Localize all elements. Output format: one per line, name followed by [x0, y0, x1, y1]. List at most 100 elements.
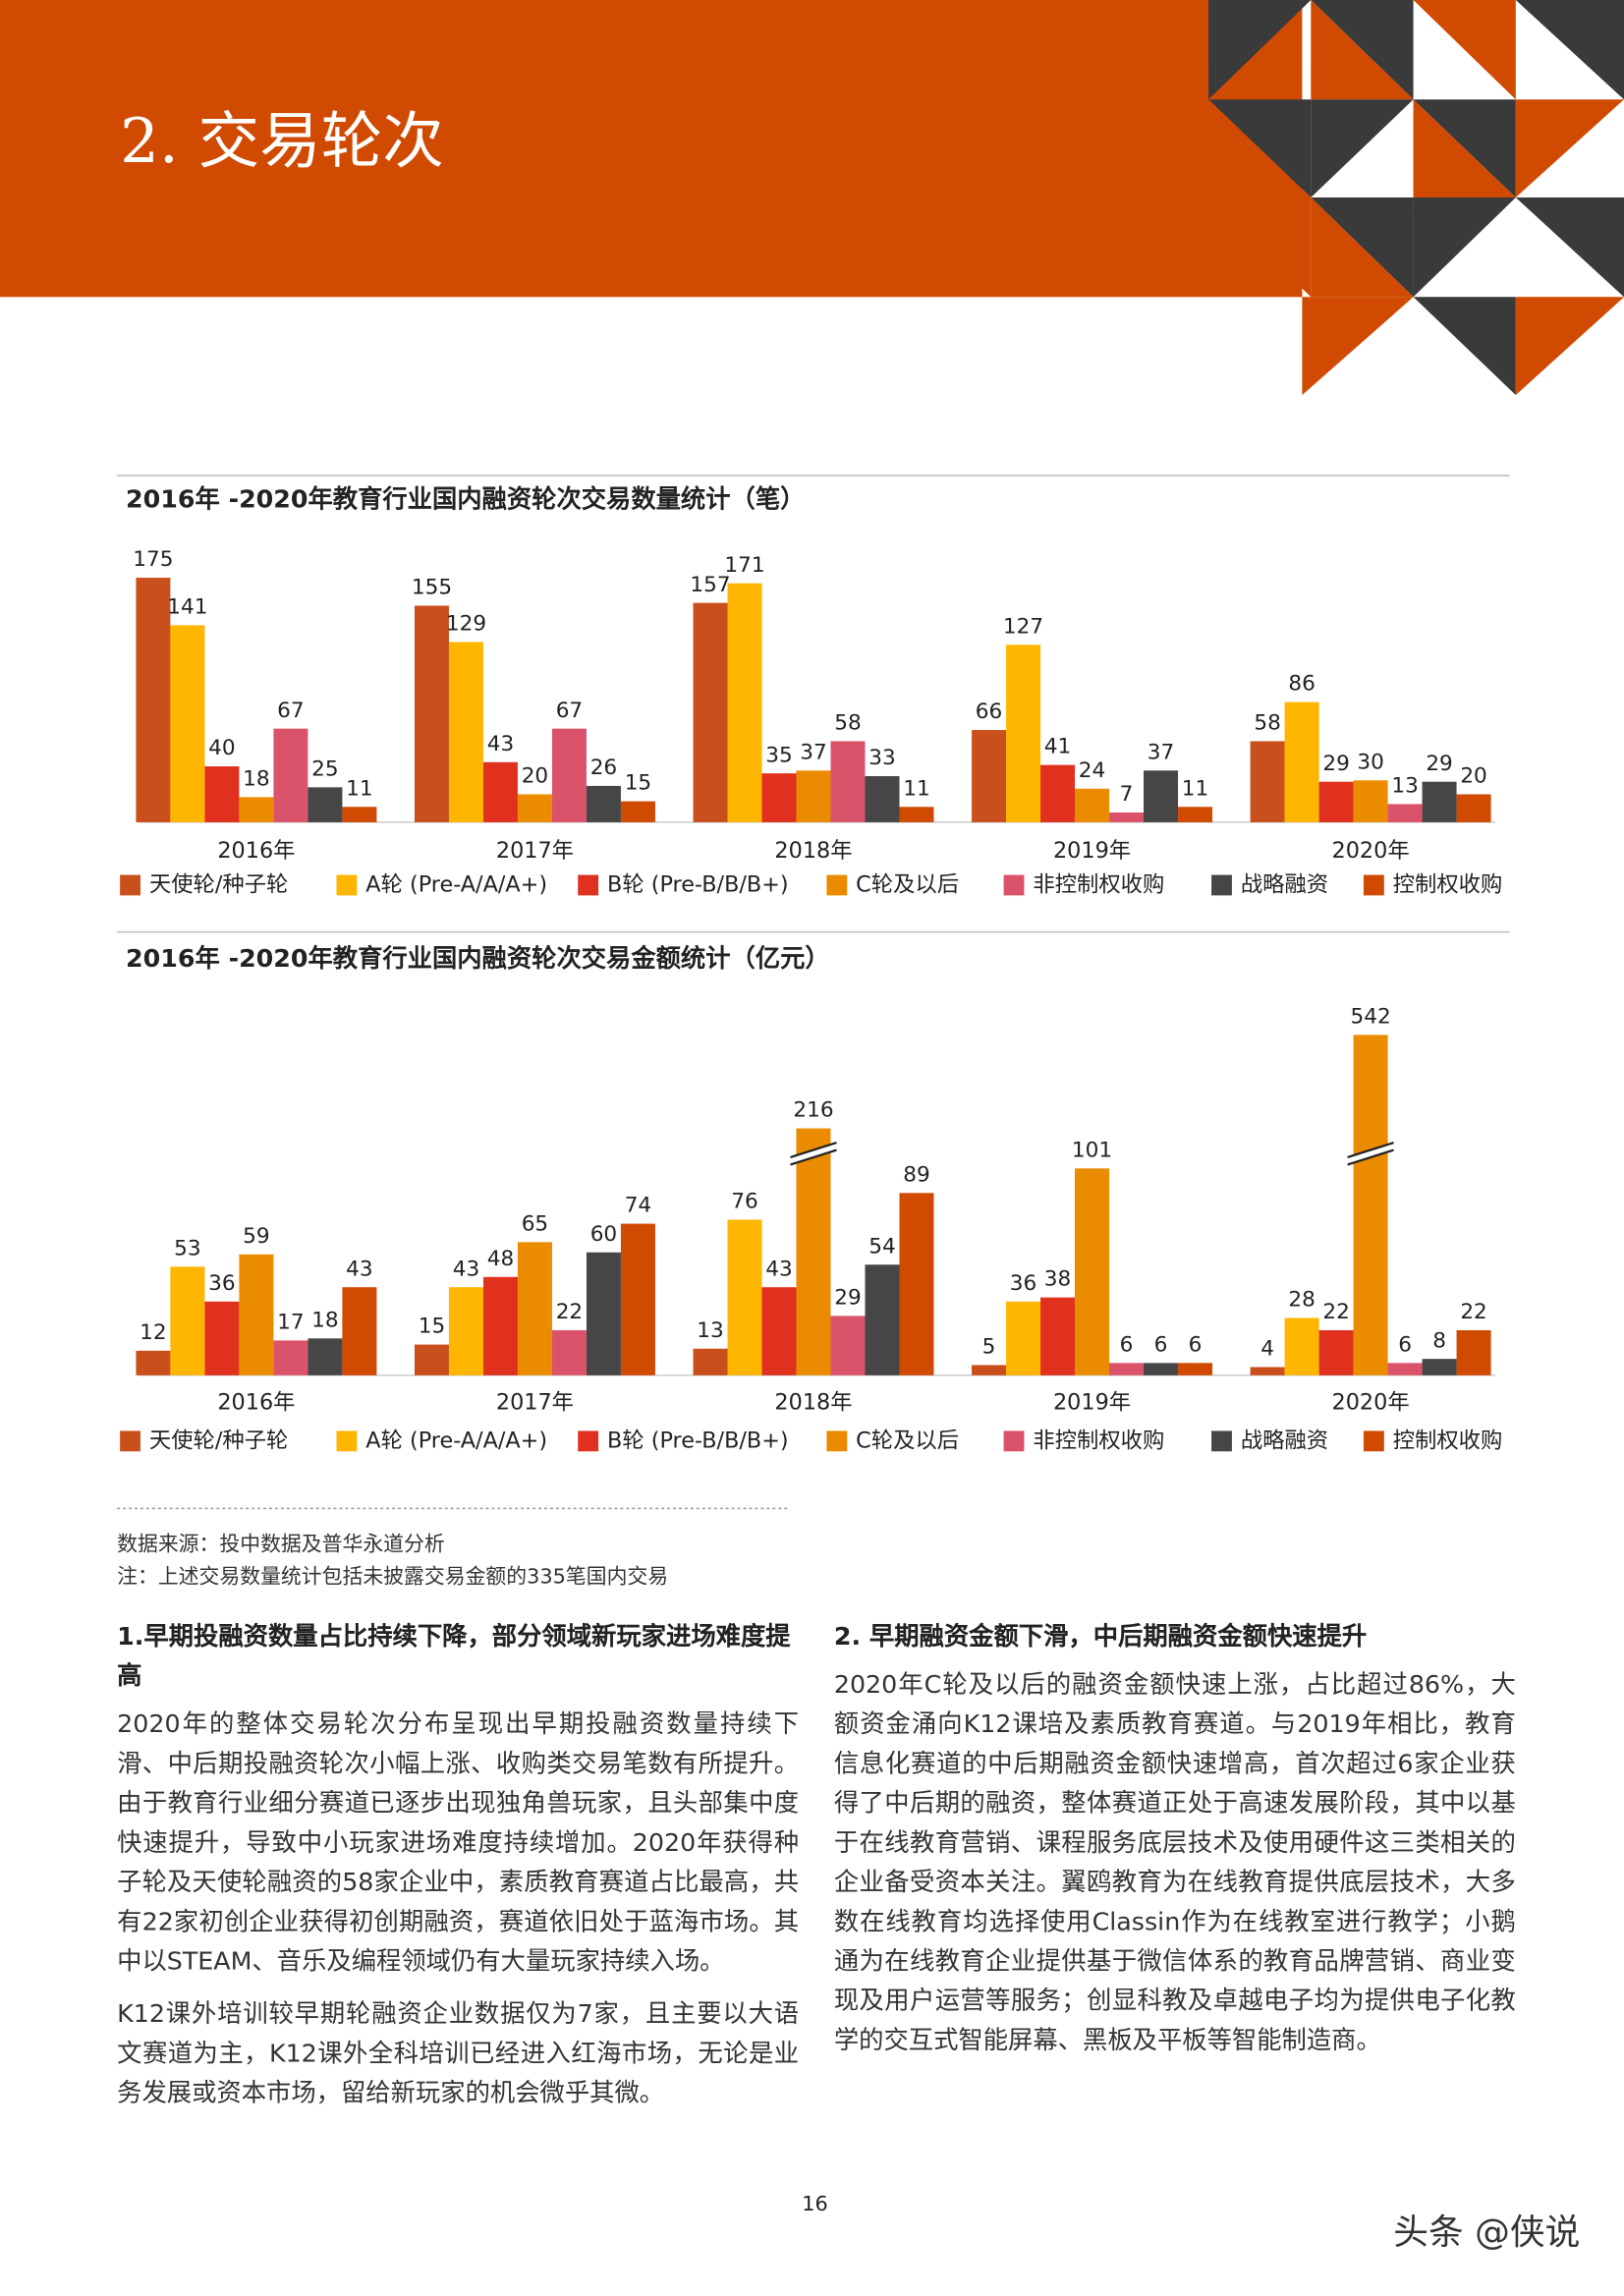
legend-label: 控制权收购	[1393, 871, 1503, 897]
bar	[796, 1128, 831, 1375]
value-label: 67	[277, 699, 304, 723]
bar	[517, 1242, 552, 1375]
legend-swatch	[120, 1430, 140, 1452]
value-label: 29	[834, 1286, 861, 1311]
legend-label: B轮 (Pre-B/B/B+)	[607, 871, 789, 897]
bar	[830, 741, 866, 822]
value-label: 86	[1288, 672, 1315, 697]
page-title: 2. 交易轮次	[120, 105, 444, 177]
axis-break	[790, 1142, 837, 1159]
bar	[136, 578, 171, 822]
value-label: 43	[487, 732, 514, 756]
bar	[1353, 780, 1388, 822]
bar	[1353, 1035, 1388, 1375]
watermark: 头条 @侠说	[1393, 2212, 1580, 2253]
x-tick-label: 2016年	[217, 1390, 295, 1416]
legend-swatch	[1363, 874, 1384, 896]
legend-label: 天使轮/种子轮	[149, 871, 289, 897]
value-label: 11	[1182, 776, 1208, 801]
value-label: 175	[133, 547, 173, 572]
value-label: 141	[167, 595, 207, 620]
value-label: 6	[1398, 1332, 1412, 1357]
bar	[1318, 1329, 1354, 1375]
legend-swatch	[578, 1430, 599, 1452]
axis-break	[790, 1148, 837, 1166]
bar	[693, 1348, 728, 1375]
section-heading: 1.早期投融资数量占比持续下降，部分领域新玩家进场难度提高	[117, 1622, 791, 1692]
bar	[620, 801, 655, 822]
legend-swatch	[336, 1430, 358, 1452]
value-label: 48	[487, 1247, 514, 1271]
value-label: 53	[174, 1236, 200, 1260]
value-label: 29	[1322, 752, 1349, 776]
bar	[1040, 764, 1076, 822]
page-number: 16	[802, 2192, 828, 2215]
value-label: 54	[868, 1234, 895, 1259]
value-label: 11	[346, 776, 372, 801]
value-label: 5	[982, 1335, 996, 1360]
value-label: 29	[1426, 752, 1452, 776]
legend-label: 天使轮/种子轮	[149, 1428, 289, 1453]
value-label: 542	[1350, 1005, 1390, 1030]
value-label: 6	[1154, 1332, 1168, 1357]
value-label: 36	[1010, 1271, 1036, 1296]
bar	[620, 1223, 655, 1375]
value-label: 7	[1120, 782, 1134, 807]
bar	[727, 1219, 762, 1375]
value-label: 25	[311, 757, 338, 782]
value-label: 38	[1044, 1267, 1071, 1292]
bar	[239, 1254, 274, 1375]
legend-swatch	[1003, 1430, 1025, 1452]
legend-label: 非控制权收购	[1033, 871, 1164, 897]
axis-break	[790, 1143, 837, 1165]
bar	[1040, 1297, 1076, 1375]
bar	[1109, 1363, 1145, 1375]
bar	[482, 1276, 518, 1375]
legend-swatch	[578, 874, 599, 896]
bar	[1387, 804, 1423, 822]
value-label: 37	[1148, 740, 1174, 764]
bar	[414, 1344, 449, 1375]
chart-title: 2016年 -2020年教育行业国内融资轮次交易数量统计（笔）	[126, 484, 805, 513]
legend-label: A轮 (Pre-A/A/A+)	[365, 871, 547, 897]
bar	[1250, 1367, 1285, 1375]
bar	[1250, 741, 1285, 822]
value-label: 65	[522, 1211, 548, 1236]
value-label: 76	[731, 1190, 757, 1214]
x-tick-label: 2017年	[496, 838, 574, 864]
bar	[204, 1301, 240, 1375]
bar	[1006, 1301, 1041, 1375]
bar	[972, 1365, 1007, 1375]
bar	[1284, 1317, 1319, 1375]
value-label: 13	[697, 1318, 723, 1343]
x-tick-label: 2020年	[1332, 1390, 1410, 1416]
section: 2. 早期融资金额下滑，中后期融资金额快速提升 2020年C轮及以后的融资金额快…	[834, 1618, 1516, 2075]
bar	[308, 787, 343, 822]
bar	[830, 1316, 866, 1375]
bar	[273, 1340, 308, 1375]
x-tick-label: 2017年	[496, 1390, 574, 1416]
legend-label: A轮 (Pre-A/A/A+)	[365, 1428, 547, 1453]
section: 1.早期投融资数量占比持续下降，部分领域新玩家进场难度提高 2020年的整体交易…	[117, 1618, 799, 2127]
value-label: 60	[590, 1222, 617, 1247]
value-label: 12	[140, 1320, 166, 1345]
value-label: 89	[903, 1162, 929, 1187]
section-heading: 2. 早期融资金额下滑，中后期融资金额快速提升	[833, 1622, 1368, 1652]
bar	[136, 1350, 171, 1375]
legend-label: 控制权收购	[1393, 1428, 1503, 1453]
legend-swatch	[1003, 874, 1025, 896]
note: 注：上述交易数量统计包括未披露交易金额的335笔国内交易	[117, 1565, 669, 1590]
value-label: 67	[556, 699, 583, 723]
bar	[170, 1266, 205, 1375]
bar	[899, 1193, 934, 1375]
legend-label: 非控制权收购	[1033, 1428, 1164, 1453]
value-label: 216	[793, 1098, 833, 1123]
value-label: 22	[1460, 1300, 1486, 1324]
value-label: 127	[1003, 614, 1043, 639]
value-label: 43	[765, 1257, 792, 1281]
value-label: 6	[1120, 1332, 1134, 1357]
bar	[517, 794, 552, 822]
x-tick-label: 2016年	[217, 838, 295, 864]
axis-break	[1347, 1148, 1394, 1166]
bar	[448, 642, 483, 822]
